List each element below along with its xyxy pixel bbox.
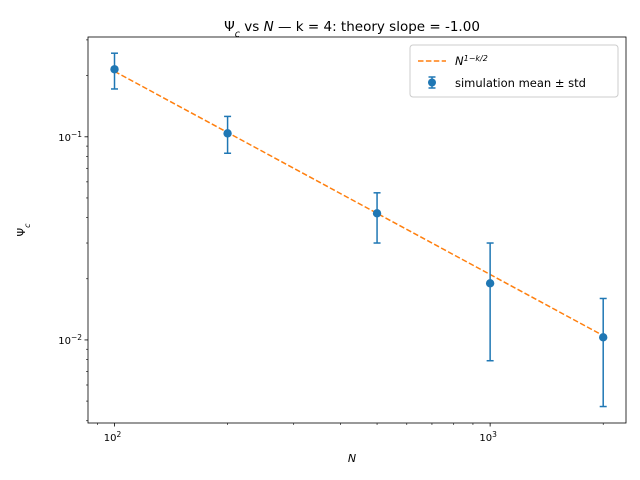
theory-line [114, 70, 604, 337]
data-marker [372, 209, 382, 218]
axes-frame [87, 36, 627, 424]
data-marker [485, 279, 495, 288]
data-point-1 [110, 52, 119, 90]
y-tick-label: 10−1 [58, 129, 82, 144]
data-point-3 [372, 192, 382, 244]
data-point-5 [599, 297, 608, 408]
data-point-4 [485, 242, 495, 362]
x-tick-label: 103 [479, 430, 497, 445]
data-marker [599, 333, 608, 342]
data-point-2 [223, 115, 232, 154]
y-axis-label: Ψc [15, 223, 32, 237]
legend: N1−k/2 simulation mean ± std [409, 44, 619, 98]
legend-label-simulation: simulation mean ± std [455, 76, 586, 90]
y-tick-label: 10−2 [58, 332, 82, 347]
svg-text:Ψc: Ψc [15, 223, 32, 237]
legend-errorbar-swatch [428, 76, 436, 89]
x-tick-label: 102 [104, 430, 122, 445]
data-marker [110, 65, 119, 74]
legend-label-theory: N1−k/2 [455, 54, 488, 69]
legend-box [409, 44, 619, 98]
plot-area [110, 52, 608, 408]
x-axis-label: N [348, 452, 356, 465]
chart-title: Ψc vs N — k = 4: theory slope = -1.00 [224, 19, 480, 40]
data-marker [223, 129, 232, 138]
x-axis-ticks: 102 103 [97, 423, 604, 445]
